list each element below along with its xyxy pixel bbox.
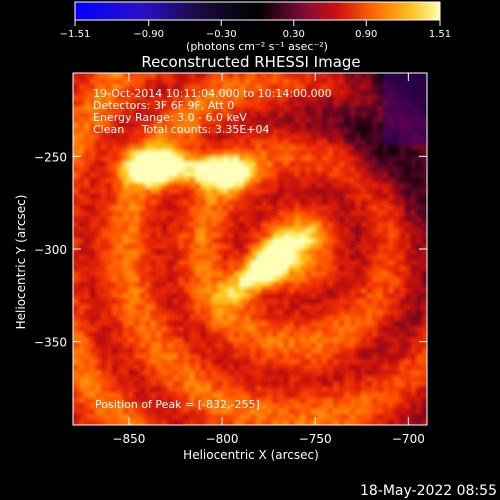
x-tick-label: −850 bbox=[112, 432, 145, 446]
colorbar-unit-label: (photons cm⁻² s⁻¹ asec⁻²) bbox=[186, 40, 328, 53]
plot-area bbox=[73, 73, 427, 425]
chart-title: Reconstructed RHESSI Image bbox=[141, 53, 360, 71]
y-tick-label: −350 bbox=[34, 336, 67, 350]
colorbar-tick-label: 1.51 bbox=[429, 29, 451, 40]
y-axis-ticks: −250 −300 −350 bbox=[34, 150, 427, 350]
y-tick-label: −300 bbox=[34, 243, 67, 257]
x-axis-label: Heliocentric X (arcsec) bbox=[183, 448, 319, 462]
x-axis-ticks: −850 −800 −750 −700 bbox=[112, 73, 425, 446]
annotation-detectors: Detectors: 3F 6F 9F, Att 0 bbox=[93, 99, 234, 112]
peak-position-label: Position of Peak = [-832,-255] bbox=[95, 398, 260, 411]
annotation-clean-counts: Clean Total counts: 3.35E+04 bbox=[93, 123, 270, 136]
x-tick-label: −750 bbox=[299, 432, 332, 446]
colorbar-tick-label: −0.90 bbox=[133, 29, 164, 40]
footer-timestamp: 18-May-2022 08:55 bbox=[360, 483, 497, 499]
colorbar-tick-label: −0.30 bbox=[206, 29, 237, 40]
y-axis-label: Heliocentric Y (arcsec) bbox=[14, 195, 28, 330]
heatmap-image bbox=[73, 73, 427, 425]
annotation-time: 19-Oct-2014 10:11:04.000 to 10:14:00.000 bbox=[93, 87, 332, 100]
colorbar-tick-label: 0.30 bbox=[283, 29, 305, 40]
colorbar bbox=[74, 1, 441, 21]
y-tick-label: −250 bbox=[34, 150, 67, 164]
colorbar-ticks: −1.51 −0.90 −0.30 0.30 0.90 1.51 bbox=[60, 20, 451, 40]
colorbar-tick-label: 0.90 bbox=[355, 29, 377, 40]
x-tick-label: −700 bbox=[392, 432, 425, 446]
colorbar-tick-label: −1.51 bbox=[60, 29, 91, 40]
annotation-energy: Energy Range: 3.0 - 6.0 keV bbox=[93, 111, 247, 124]
x-tick-label: −800 bbox=[206, 432, 239, 446]
